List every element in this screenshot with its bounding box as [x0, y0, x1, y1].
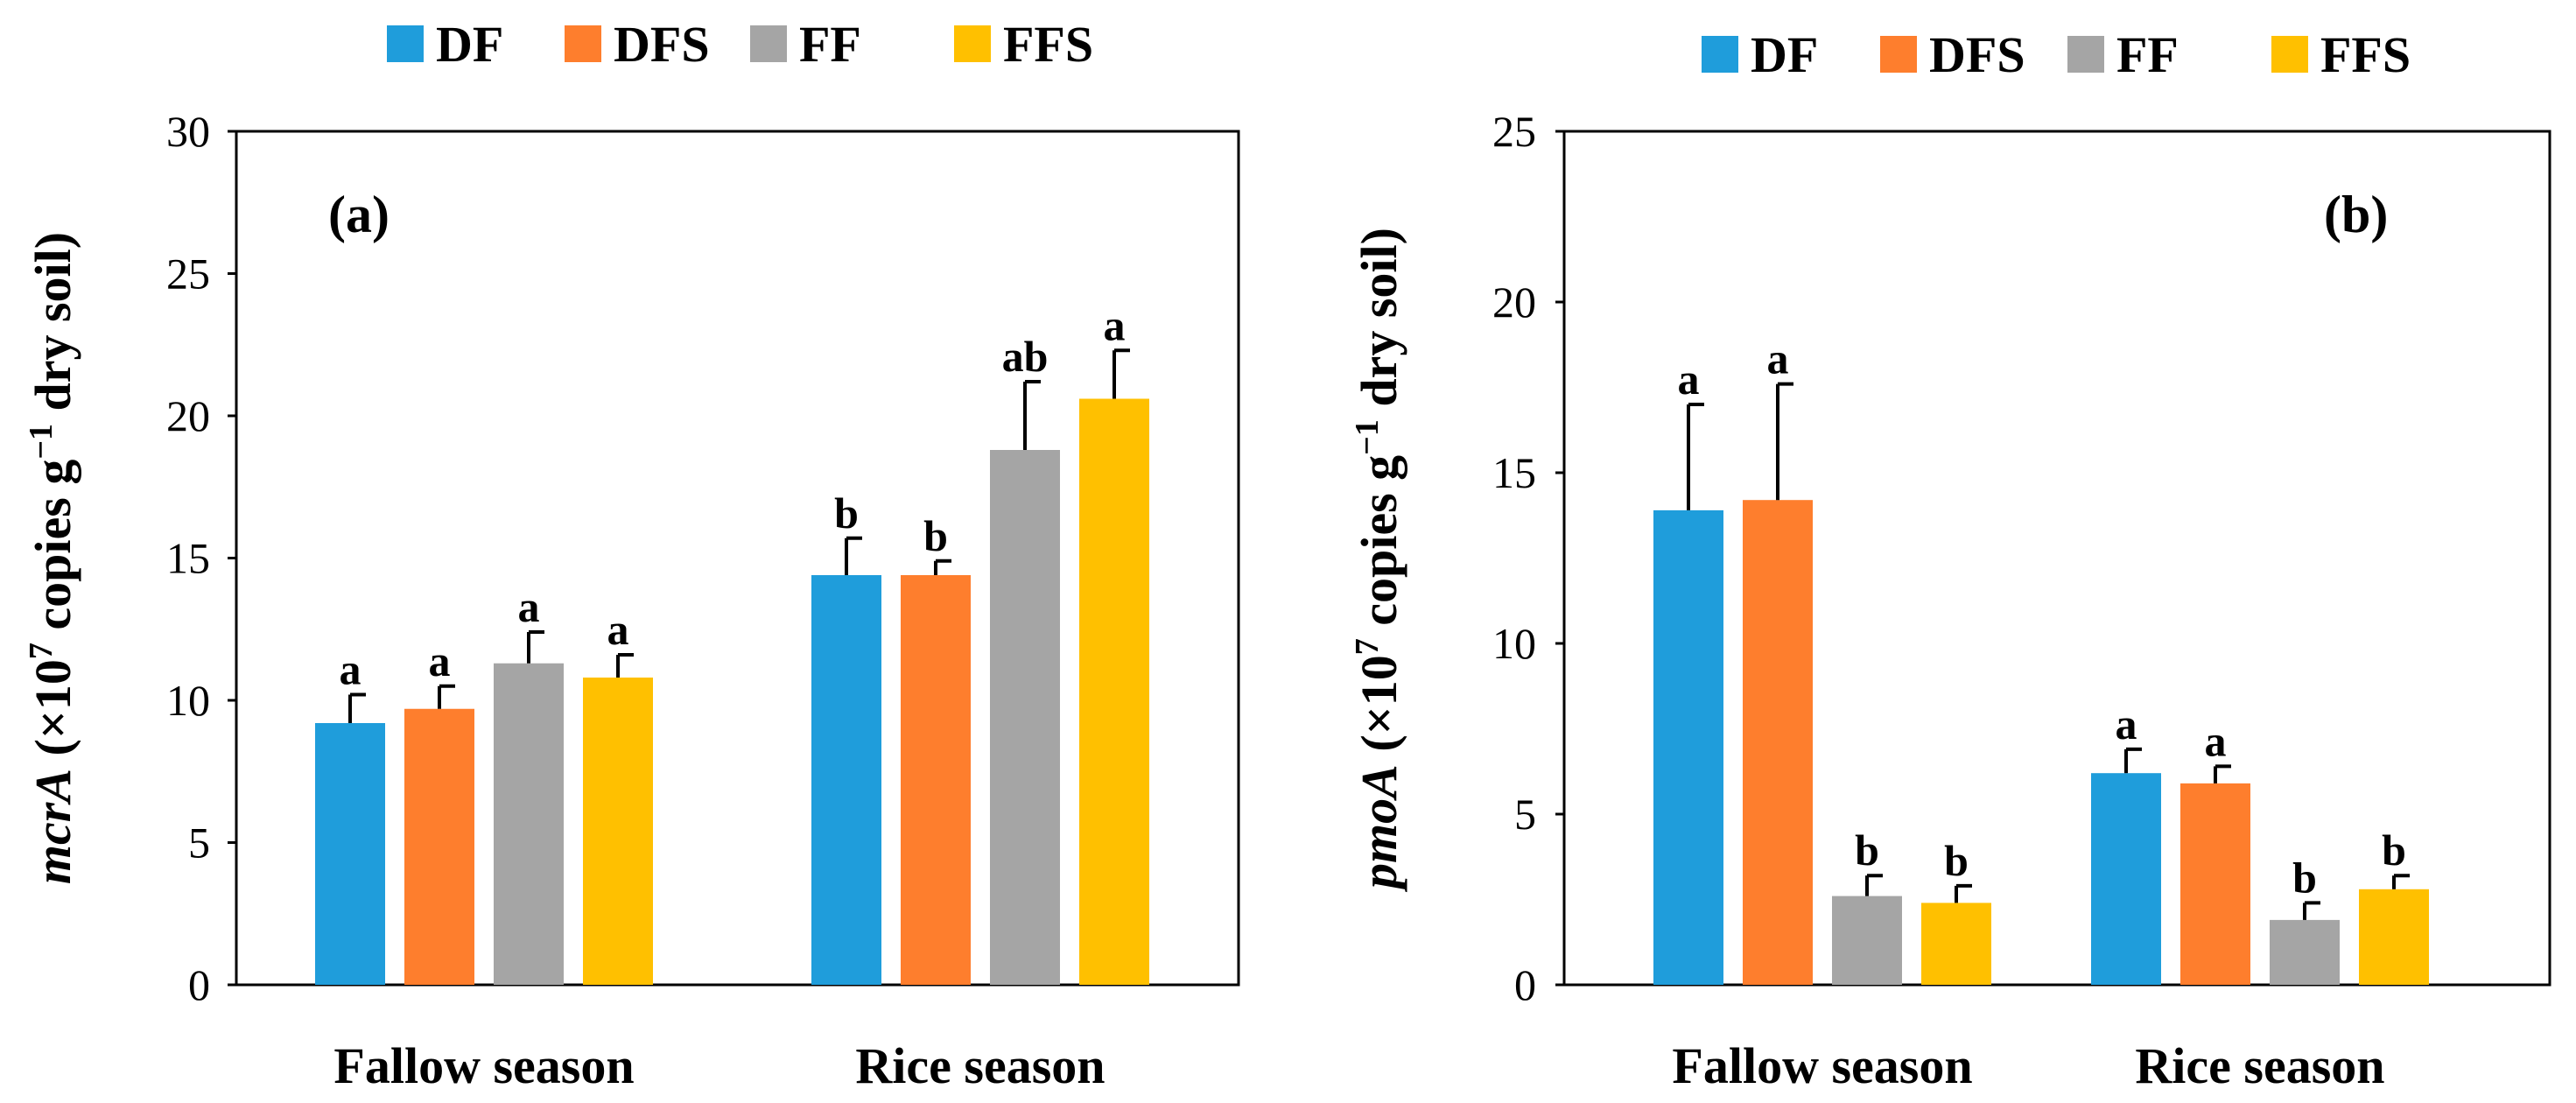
- bar-FFS-2: [1079, 398, 1149, 985]
- y-axis-label-unit-prefix: (×10: [1351, 655, 1407, 764]
- y-axis-label: pmoA (×107 copies g−1 dry soil): [1349, 228, 1407, 893]
- legend-label-DF: DF: [1751, 26, 1818, 83]
- y-tick-label: 5: [188, 818, 210, 868]
- category-label: Fallow season: [1672, 1037, 1972, 1094]
- plot-frame: [1562, 130, 2551, 987]
- significance-letter: a: [1678, 355, 1700, 404]
- bar-DF-2: [811, 575, 881, 985]
- category-label: Fallow season: [333, 1037, 634, 1094]
- legend-swatch-FF: [2067, 36, 2104, 73]
- y-axis-label-exp1: 7: [1349, 638, 1386, 655]
- significance-letter: b: [834, 488, 859, 537]
- legend-swatch-FFS: [954, 25, 991, 62]
- significance-letter: b: [1944, 836, 1969, 885]
- significance-letter: b: [2382, 825, 2406, 875]
- y-axis-label-gene: pmoA: [1351, 764, 1407, 893]
- y-axis-label-exp2: −1: [23, 424, 60, 460]
- y-tick-label: 0: [1514, 960, 1536, 1009]
- significance-letter: a: [518, 582, 540, 631]
- legend-label-DFS: DFS: [614, 16, 710, 73]
- significance-letter: b: [2292, 853, 2317, 902]
- legend-label-DFS: DFS: [1929, 26, 2025, 83]
- y-tick-label: 15: [166, 534, 210, 583]
- bar-FFS-1: [583, 678, 653, 985]
- y-tick-label: 0: [188, 960, 210, 1009]
- y-axis-label-unit-mid: copies g: [25, 460, 81, 643]
- legend-swatch-FFS: [2271, 36, 2308, 73]
- legend-swatch-DF: [1702, 36, 1738, 73]
- bar-FFS-2: [2359, 889, 2429, 985]
- legend-label-DF: DF: [436, 16, 503, 73]
- y-axis-label-unit-suffix: dry soil): [1351, 228, 1407, 419]
- significance-letter: a: [607, 605, 629, 654]
- legend-swatch-FF: [750, 25, 787, 62]
- legend-label-FFS: FFS: [1003, 16, 1093, 73]
- significance-letter: a: [2205, 716, 2227, 765]
- significance-letter: ab: [1002, 332, 1049, 381]
- category-label: Rice season: [855, 1037, 1105, 1094]
- bar-FF-2: [990, 450, 1060, 985]
- bar-DFS-1: [404, 708, 474, 985]
- y-tick-label: 20: [166, 391, 210, 440]
- bar-DFS-2: [2180, 783, 2250, 985]
- legend-swatch-DF: [387, 25, 424, 62]
- legend-label-FF: FF: [799, 16, 861, 73]
- significance-letter: a: [340, 645, 361, 694]
- bar-DF-1: [315, 723, 385, 985]
- y-tick-label: 20: [1492, 278, 1536, 327]
- y-tick-label: 25: [166, 249, 210, 299]
- bar-DF-1: [1653, 509, 1723, 985]
- significance-letter: a: [429, 636, 451, 685]
- bar-DFS-1: [1743, 500, 1813, 985]
- legend-label-FFS: FFS: [2320, 26, 2411, 83]
- y-tick-label: 30: [166, 107, 210, 156]
- bar-FF-2: [2270, 919, 2340, 985]
- significance-letter: a: [1767, 334, 1789, 383]
- y-axis-label: mcrA (×107 copies g−1 dry soil): [23, 232, 81, 884]
- panel-label: (b): [2324, 186, 2388, 243]
- bar-DFS-2: [901, 575, 971, 985]
- y-axis-label-unit-prefix: (×10: [25, 659, 81, 769]
- y-axis-label-unit-mid: copies g: [1351, 455, 1407, 638]
- y-tick-label: 10: [166, 676, 210, 725]
- y-axis-label-exp2: −1: [1349, 419, 1386, 455]
- significance-letter: b: [1855, 825, 1879, 875]
- significance-letter: a: [2116, 699, 2137, 748]
- y-axis-label-exp1: 7: [23, 643, 60, 659]
- legend-label-FF: FF: [2116, 26, 2179, 83]
- category-label: Rice season: [2135, 1037, 2384, 1094]
- panel-label: (a): [328, 186, 390, 243]
- bar-DF-2: [2091, 773, 2161, 985]
- y-axis-label-unit-suffix: dry soil): [25, 232, 81, 424]
- bar-FF-1: [1832, 896, 1902, 985]
- significance-letter: b: [923, 511, 948, 560]
- chart-panel-1: 0 5 10 15 20 25 30 a a a a Fallow season b b ab a Rice s…: [23, 16, 1240, 1094]
- y-tick-label: 5: [1514, 790, 1536, 839]
- legend-swatch-DFS: [565, 25, 601, 62]
- bar-FFS-1: [1921, 903, 1991, 985]
- y-axis-label-gene: mcrA: [25, 769, 81, 884]
- y-tick-label: 25: [1492, 107, 1536, 156]
- significance-letter: a: [1104, 300, 1126, 349]
- chart-panel-2: 0 5 10 15 20 25 a a b b Fallow season a a b b Rice seas…: [1349, 26, 2551, 1094]
- legend-swatch-DFS: [1880, 36, 1917, 73]
- y-tick-label: 10: [1492, 619, 1536, 668]
- y-tick-label: 15: [1492, 448, 1536, 497]
- bar-FF-1: [494, 663, 564, 985]
